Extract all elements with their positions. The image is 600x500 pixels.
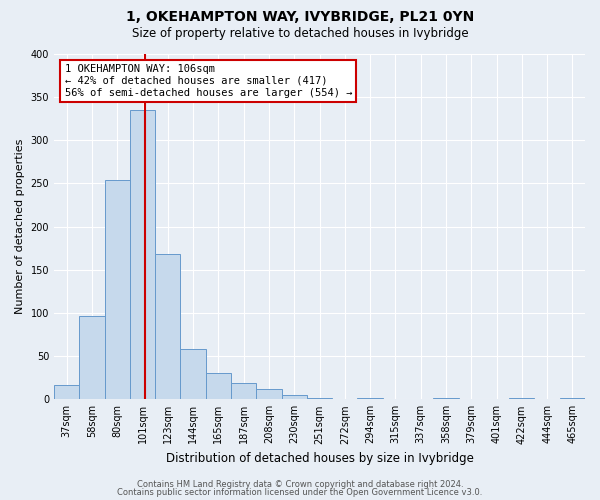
Bar: [307, 398, 332, 400]
Bar: [560, 398, 585, 400]
Text: Size of property relative to detached houses in Ivybridge: Size of property relative to detached ho…: [131, 28, 469, 40]
Bar: [79, 316, 104, 400]
Bar: [281, 395, 307, 400]
Text: Contains HM Land Registry data © Crown copyright and database right 2024.: Contains HM Land Registry data © Crown c…: [137, 480, 463, 489]
Bar: [54, 384, 79, 400]
Bar: [256, 389, 281, 400]
Text: Contains public sector information licensed under the Open Government Licence v3: Contains public sector information licen…: [118, 488, 482, 497]
Y-axis label: Number of detached properties: Number of detached properties: [15, 139, 25, 314]
Bar: [433, 398, 458, 400]
Text: 1, OKEHAMPTON WAY, IVYBRIDGE, PL21 0YN: 1, OKEHAMPTON WAY, IVYBRIDGE, PL21 0YN: [126, 10, 474, 24]
Text: 1 OKEHAMPTON WAY: 106sqm
← 42% of detached houses are smaller (417)
56% of semi-: 1 OKEHAMPTON WAY: 106sqm ← 42% of detach…: [65, 64, 352, 98]
Bar: [104, 180, 130, 400]
Bar: [231, 383, 256, 400]
X-axis label: Distribution of detached houses by size in Ivybridge: Distribution of detached houses by size …: [166, 452, 473, 465]
Bar: [181, 349, 206, 400]
Bar: [130, 110, 155, 400]
Bar: [509, 398, 535, 400]
Bar: [206, 374, 231, 400]
Bar: [155, 254, 181, 400]
Bar: [358, 398, 383, 400]
